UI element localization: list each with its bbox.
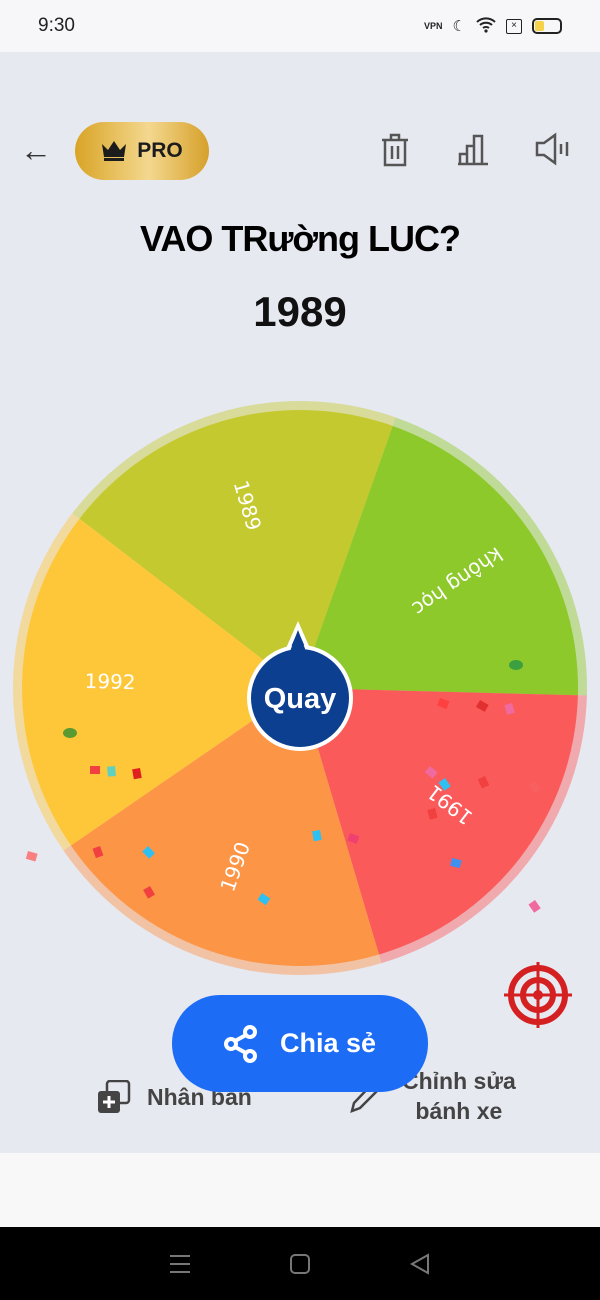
confetti-piece <box>477 776 490 789</box>
wheel-segment <box>300 425 578 696</box>
sound-icon[interactable] <box>535 132 571 166</box>
wheel-segment-label: 1992 <box>84 669 136 694</box>
spin-button-label: Quay <box>264 683 337 715</box>
pro-button[interactable]: PRO <box>75 122 209 180</box>
ad-area <box>0 1153 600 1227</box>
edit-label-line1: Chỉnh sửa <box>402 1068 516 1094</box>
confetti-piece <box>476 700 489 712</box>
confetti-piece <box>257 893 271 906</box>
wheel-segment <box>300 688 578 955</box>
system-nav-bar <box>0 1227 600 1300</box>
share-label: Chia sẻ <box>279 1028 377 1058</box>
clock: 9:30 <box>38 15 75 36</box>
stats-icon[interactable] <box>457 132 489 166</box>
confetti-piece <box>509 660 523 670</box>
confetti-piece <box>92 846 104 859</box>
confetti-piece <box>504 703 515 715</box>
confetti-piece <box>528 781 541 794</box>
confetti-piece <box>427 808 438 820</box>
wheel-segment <box>79 410 393 688</box>
confetti-piece <box>25 851 38 862</box>
duplicate-icon <box>98 1080 131 1113</box>
wifi-icon <box>476 16 496 36</box>
trash-icon[interactable] <box>380 132 410 168</box>
confetti-piece <box>438 777 451 791</box>
back-arrow-icon[interactable]: ← <box>20 132 52 168</box>
confetti-piece <box>347 832 360 844</box>
confetti <box>25 660 541 913</box>
confetti-piece <box>107 766 116 777</box>
share-icon <box>223 1024 257 1063</box>
sim-x-icon: × <box>506 18 522 34</box>
spin-result: 1989 <box>253 288 347 335</box>
crown-icon <box>102 141 127 161</box>
confetti-piece <box>142 845 155 859</box>
spin-button[interactable]: Quay <box>247 621 353 751</box>
back-nav-icon[interactable] <box>409 1252 431 1275</box>
edit-label-line2: bánh xe <box>415 1098 503 1124</box>
wheel-segment <box>21 518 300 846</box>
confetti-piece <box>437 697 450 709</box>
home-icon[interactable] <box>289 1253 311 1275</box>
confetti-piece <box>450 857 462 869</box>
confetti-piece <box>424 766 438 779</box>
target-icon[interactable] <box>502 960 574 1032</box>
share-button[interactable]: Chia sẻ <box>172 995 428 1092</box>
confetti-piece <box>312 830 322 842</box>
confetti-piece <box>132 768 142 780</box>
confetti-piece <box>143 886 155 899</box>
confetti-piece <box>528 899 541 913</box>
edit-wheel-button[interactable]: Chỉnh sửa bánh xe <box>350 1066 516 1126</box>
status-bar: 9:30 VPN ☾ × <box>0 0 600 52</box>
menu-icon[interactable] <box>169 1253 191 1275</box>
confetti-piece <box>90 766 100 774</box>
wheel-title: VAO TRường LUC? <box>140 218 461 259</box>
vpn-icon: VPN <box>424 21 443 31</box>
moon-icon: ☾ <box>452 18 466 35</box>
pro-label: PRO <box>137 139 183 162</box>
battery-icon <box>532 18 562 34</box>
confetti-piece <box>63 728 77 738</box>
